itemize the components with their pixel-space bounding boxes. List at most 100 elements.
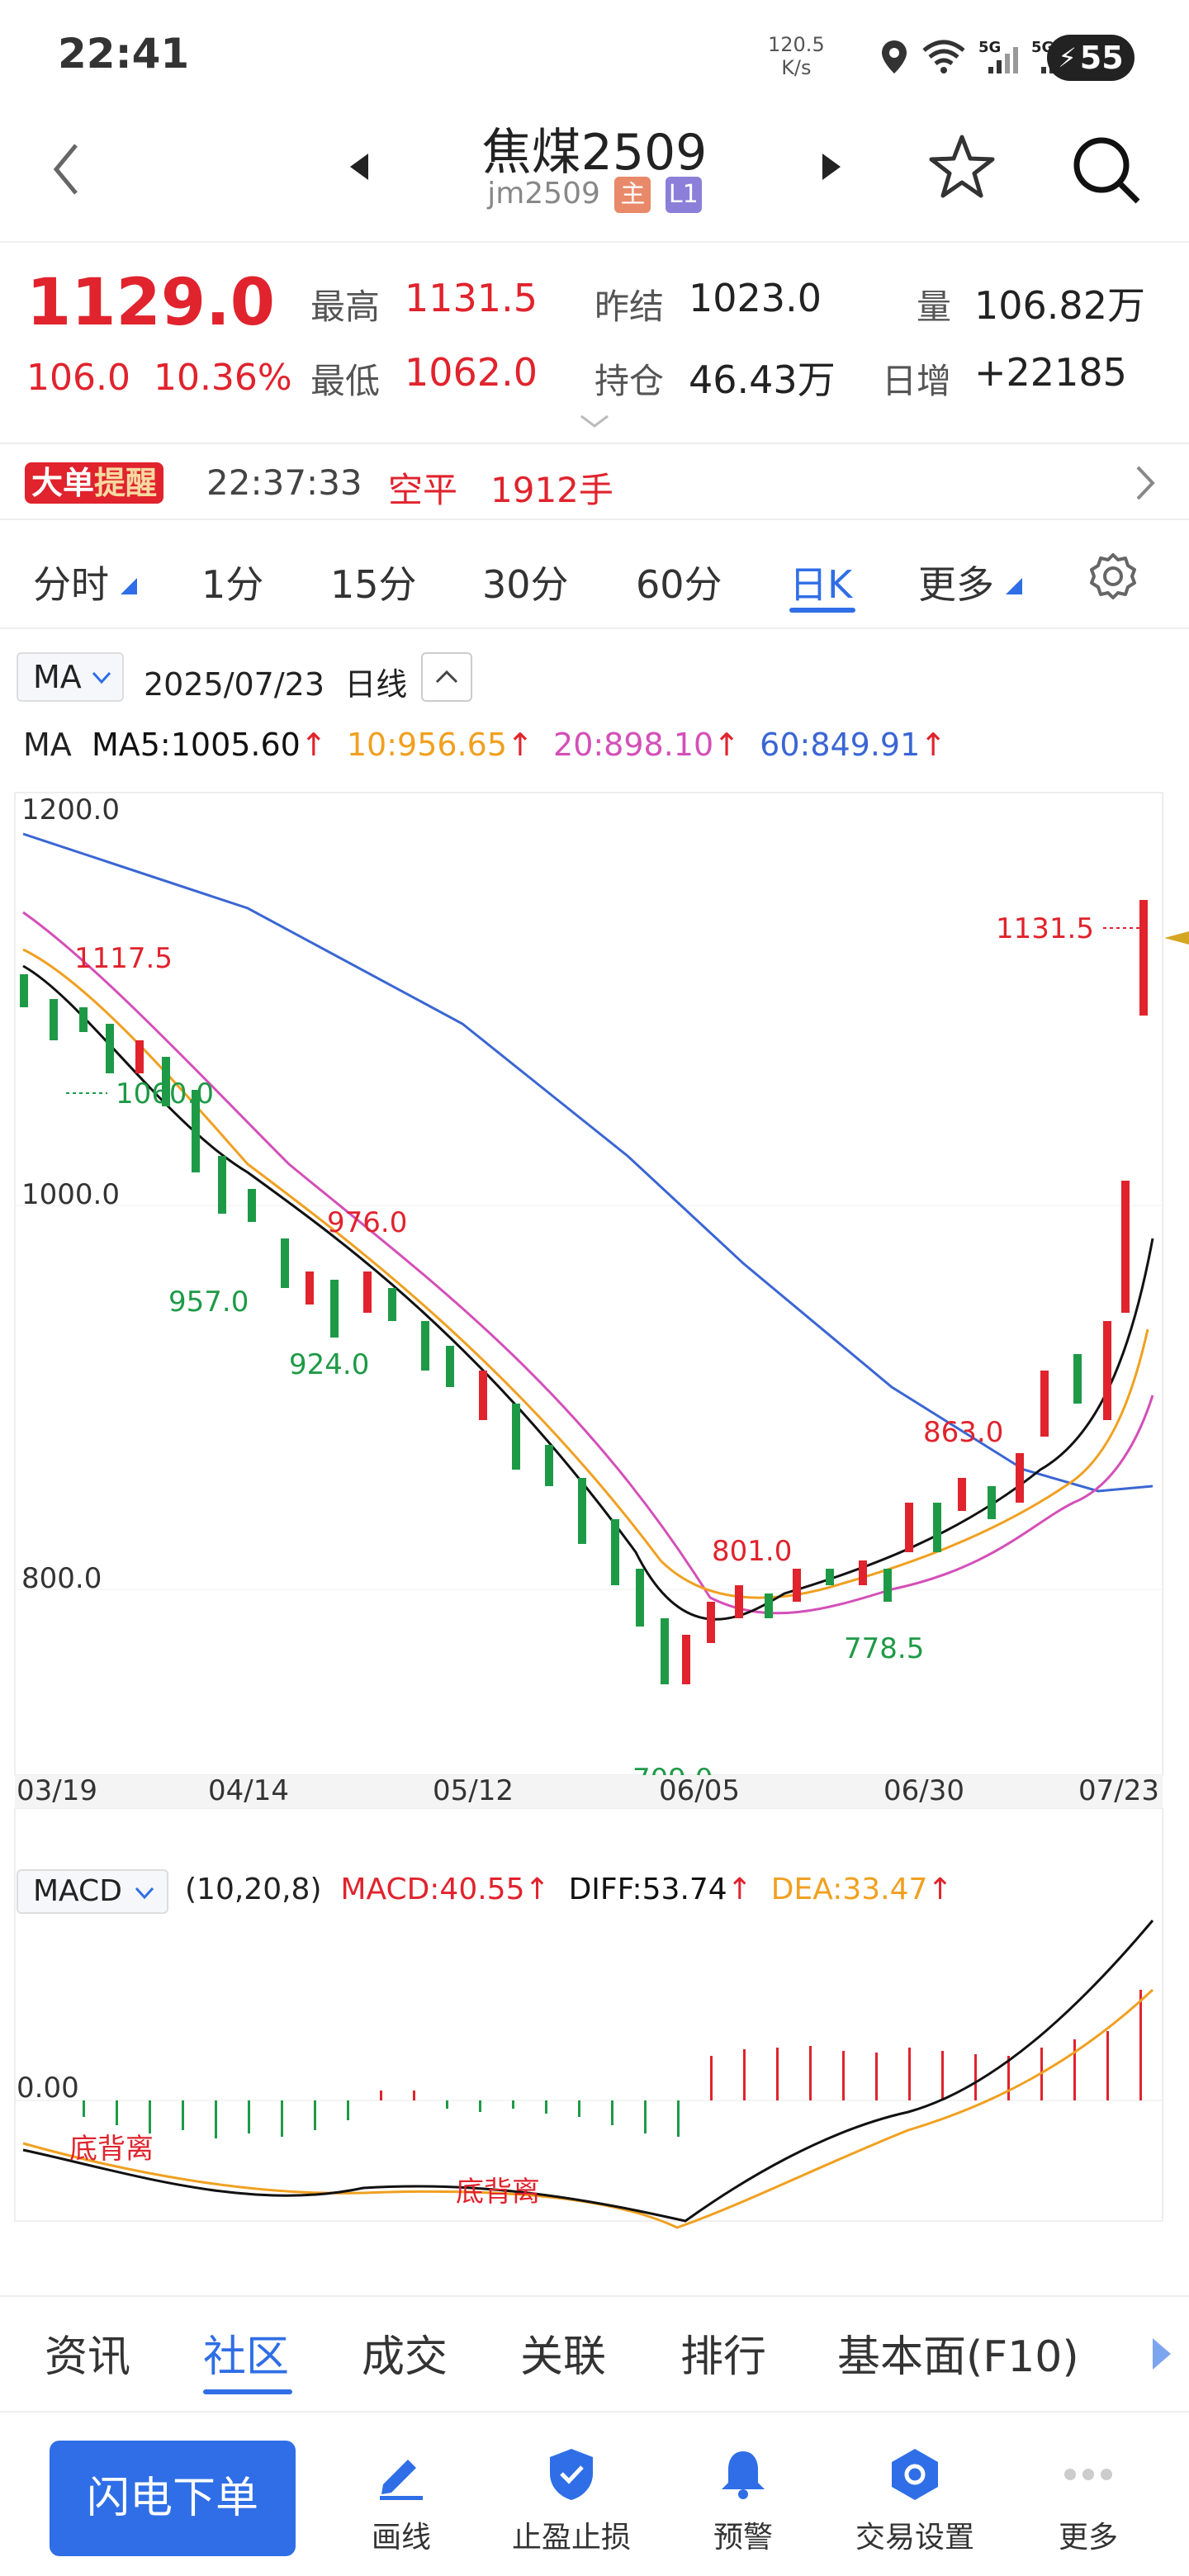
dropdown-triangle-icon: [121, 578, 137, 594]
search-icon[interactable]: [1070, 134, 1143, 206]
network-speed: 120.5 K/s: [768, 33, 825, 79]
x-tick-label: 06/30: [883, 1774, 964, 1807]
annotation-label: 778.5: [844, 1632, 924, 1665]
x-tick-label: 03/19: [17, 1774, 97, 1807]
next-contract-icon[interactable]: [819, 150, 844, 183]
prev-settle-label: 昨结: [594, 286, 665, 327]
volume-value: 106.82万: [974, 283, 1145, 328]
back-icon[interactable]: [50, 140, 83, 198]
contract-code: jm2509 主 L1: [0, 177, 1189, 213]
annotation-label: 1117.5: [74, 942, 173, 975]
bell-icon: [722, 2451, 765, 2499]
last-price: 1129.0: [26, 266, 275, 340]
ma5-value: MA5:1005.60: [91, 727, 301, 763]
daily-add-value: +22185: [974, 350, 1127, 395]
tab-community[interactable]: 社区: [203, 2332, 290, 2382]
chevron-down-icon: [92, 671, 111, 684]
active-tab-underline: [789, 608, 855, 613]
low-value: 1062.0: [405, 350, 538, 395]
signal-icon-1: 5G: [978, 39, 1020, 75]
tab-60min[interactable]: 60分: [636, 562, 722, 607]
indicator-select[interactable]: MA: [17, 652, 124, 702]
ma5-line: [22, 964, 1154, 1621]
x-tick-label: 04/14: [208, 1774, 289, 1807]
tab-news[interactable]: 资讯: [45, 2332, 131, 2382]
alert-type: 空平: [388, 470, 458, 510]
dea-line: [22, 1988, 1154, 2229]
star-icon[interactable]: [926, 132, 997, 203]
annotation-label: 976.0: [327, 1206, 407, 1239]
open-interest-label: 持仓: [594, 361, 665, 401]
divergence-label: 底背离: [456, 2176, 540, 2209]
price-change: 106.0 10.36%: [26, 357, 292, 399]
status-icons: 5G 5G: [879, 36, 1073, 78]
quote-panel: 1129.0 106.0 10.36% 最高 1131.5 最低 1062.0 …: [0, 241, 1189, 439]
tab-ranking[interactable]: 排行: [680, 2332, 767, 2382]
annotation-label: 863.0: [923, 1416, 1003, 1449]
candles: [20, 900, 1148, 1684]
status-time: 22:41: [58, 30, 190, 78]
shield-check-icon: [550, 2449, 593, 2500]
price-alert-button[interactable]: 预警: [661, 2446, 826, 2556]
charging-icon: ⚡: [1058, 42, 1077, 73]
status-bar: 22:41 120.5 K/s 5G 5G ⚡ 55: [0, 0, 1189, 107]
period-tabs: 分时 1分 15分 30分 60分 日K 更多: [0, 522, 1189, 629]
trade-settings-button[interactable]: 交易设置: [832, 2446, 997, 2556]
scroll-right-icon[interactable]: [1149, 2335, 1174, 2373]
prev-settle-value: 1023.0: [689, 276, 822, 320]
prev-contract-icon[interactable]: [347, 150, 372, 183]
chart-frame: [14, 792, 1163, 1776]
flash-order-button[interactable]: 闪电下单: [50, 2441, 296, 2556]
x-axis-band: [15, 1775, 1163, 1808]
stop-profit-loss-button[interactable]: 止盈止损: [489, 2446, 654, 2556]
macd-zero-label: 0.00: [17, 2072, 79, 2105]
active-tab-underline: [203, 2389, 292, 2394]
x-tick-label: 05/12: [433, 1774, 514, 1807]
header: 焦煤2509 jm2509 主 L1: [0, 107, 1189, 239]
x-tick-label: 07/23: [1078, 1774, 1159, 1807]
main-contract-tag: 主: [614, 177, 651, 213]
tab-fundamentals[interactable]: 基本面(F10): [837, 2332, 1079, 2382]
price-marker: [1164, 931, 1189, 945]
draw-line-button[interactable]: 画线: [319, 2446, 484, 2556]
kline-chart[interactable]: 1200.0 1000.0 800.0: [0, 776, 1189, 2287]
ma20-value: 20:898.10: [553, 727, 714, 763]
location-icon: [882, 40, 907, 73]
ma10-value: 10:956.65: [346, 727, 507, 763]
macd-values: (10,20,8) MACD:40.55↑ DIFF:53.74↑ DEA:33…: [185, 1873, 953, 1906]
tab-1min[interactable]: 1分: [201, 562, 264, 607]
divergence-label: 底背离: [69, 2133, 154, 2166]
tab-15min[interactable]: 15分: [330, 562, 417, 607]
alert-amount: 1912手: [490, 470, 613, 510]
hexagon-settings-icon: [892, 2449, 938, 2500]
action-bar: 闪电下单 画线 止盈止损 预警 交易设置 更多: [0, 2411, 1189, 2576]
expand-chevron-icon[interactable]: [578, 413, 611, 429]
y-tick-label: 1200.0: [21, 793, 120, 826]
ma60-line: [22, 832, 1153, 1493]
chevron-right-icon: [1136, 466, 1155, 500]
alert-time: 22:37:33: [206, 462, 362, 503]
open-interest-value: 46.43万: [689, 358, 836, 402]
tab-intraday[interactable]: 分时: [33, 562, 109, 607]
collapse-toggle[interactable]: [421, 652, 472, 702]
settings-gear-icon[interactable]: [1088, 552, 1138, 601]
ma10-line: [22, 948, 1149, 1599]
tab-related[interactable]: 关联: [520, 2332, 607, 2382]
annotation-label: 1060.0: [116, 1077, 214, 1110]
macd-select[interactable]: MACD: [17, 1869, 168, 1914]
tab-daily-k[interactable]: 日K: [789, 562, 853, 607]
high-value: 1131.5: [405, 276, 538, 320]
dropdown-triangle-icon: [1006, 578, 1022, 594]
annotation-label: 801.0: [712, 1535, 792, 1568]
battery-indicator: ⚡ 55: [1047, 35, 1135, 81]
chevron-down-icon: [135, 1887, 154, 1900]
bottom-tabs: 资讯 社区 成交 关联 排行 基本面(F10): [0, 2295, 1189, 2403]
more-button[interactable]: 更多: [1006, 2446, 1171, 2556]
daily-add-label: 日增: [882, 361, 952, 401]
tab-more[interactable]: 更多: [918, 562, 994, 607]
tab-trades[interactable]: 成交: [362, 2332, 448, 2382]
big-order-alert[interactable]: 大单提醒 22:37:33 空平 1912手: [0, 443, 1189, 520]
diff-line: [22, 1920, 1154, 2223]
tab-30min[interactable]: 30分: [482, 562, 569, 607]
ma-values: MA MA5:1005.60↑ 10:956.65↑ 20:898.10↑ 60…: [23, 727, 947, 763]
